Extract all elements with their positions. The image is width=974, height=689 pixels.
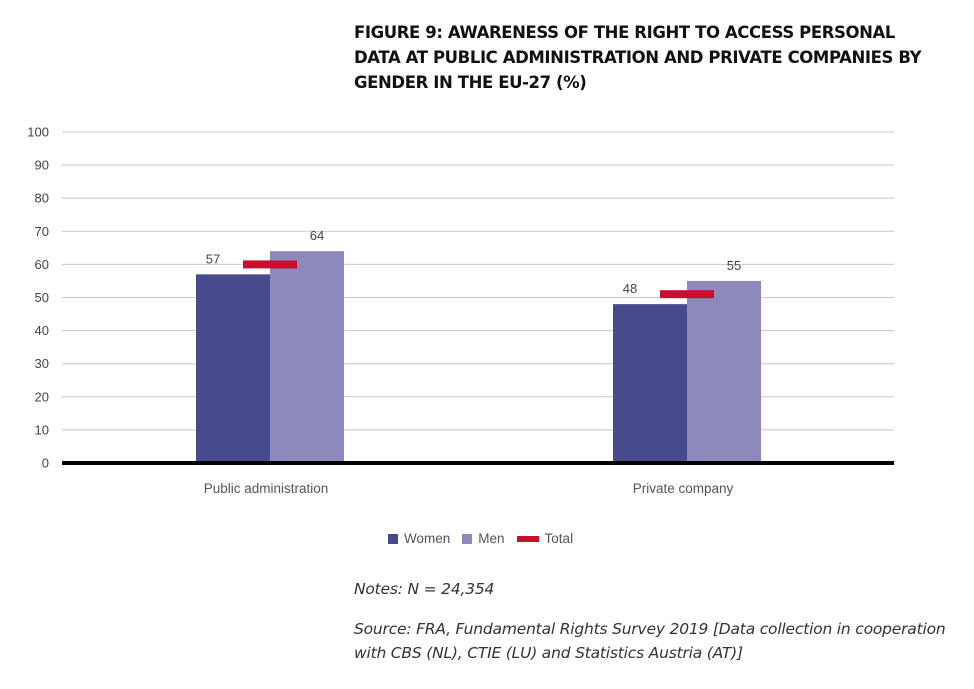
legend-item-women: Women [388,531,450,546]
y-axis-ticks: 0 10 20 30 40 50 60 70 80 90 100 [27,125,49,471]
bar-men-0 [270,251,344,463]
data-label-men-0: 64 [310,228,324,243]
data-label-women-0: 57 [206,251,220,266]
total-marker-1 [660,290,714,299]
y-tick-label-90: 90 [35,158,49,173]
y-tick-label-100: 100 [27,125,49,140]
bar-men-1 [687,280,761,463]
chart-notes: Notes: N = 24,354 [354,580,495,598]
category-label-0: Public administration [204,481,329,496]
y-tick-label-0: 0 [42,456,49,471]
chart-title: FIGURE 9: AWARENESS OF THE RIGHT TO ACCE… [354,23,922,92]
grid-lines [62,131,894,431]
y-tick-label-50: 50 [35,290,49,305]
legend-label-women: Women [404,531,451,546]
bar-women-0 [196,274,270,463]
data-label-women-1: 48 [623,281,637,296]
bar-women-1 [613,304,687,463]
y-tick-label-70: 70 [35,224,49,239]
chart-source: Source: FRA, Fundamental Rights Survey 2… [354,620,946,662]
x-axis-categories: Public administration Private company [204,481,734,496]
y-tick-label-30: 30 [35,356,49,371]
legend: Women Men Total [388,531,585,546]
legend-item-men: Men [462,531,505,546]
legend-swatch-total [516,535,539,542]
legend-label-men: Men [478,531,505,546]
total-markers [243,260,714,299]
data-label-men-1: 55 [727,258,741,273]
legend-swatch-women [388,533,398,544]
y-tick-label-40: 40 [35,323,49,338]
category-label-1: Private company [633,481,734,496]
y-tick-label-80: 80 [35,191,49,206]
legend-label-total: Total [544,531,574,546]
legend-item-total: Total [516,531,574,546]
y-tick-label-60: 60 [35,257,49,272]
total-marker-0 [243,260,297,269]
bar-chart: 0 10 20 30 40 50 60 70 80 90 100 57 48 64 55 Public a… [27,125,894,496]
data-labels: 57 48 64 55 [206,228,741,296]
legend-swatch-men [462,533,473,544]
y-tick-label-20: 20 [35,389,49,404]
y-tick-label-10: 10 [35,422,49,437]
bars [196,251,761,463]
